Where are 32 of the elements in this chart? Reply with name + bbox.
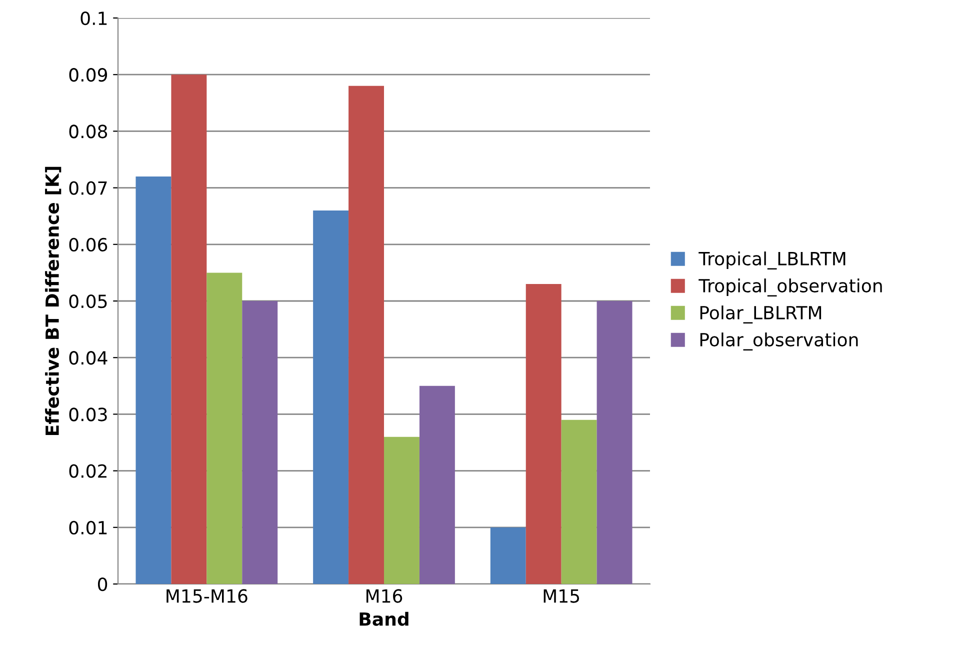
x-tick-label: M16 (366, 589, 402, 603)
bar (348, 86, 384, 584)
bar (526, 284, 562, 584)
legend-label: Tropical_observation (698, 278, 882, 296)
y-tick-label: 0.05 (69, 294, 107, 308)
y-tick-label: 0.03 (69, 408, 107, 422)
y-tick-label: 0.1 (80, 11, 107, 26)
bar (561, 420, 597, 584)
y-tick-label: 0 (98, 577, 108, 592)
y-tick-label: 0.06 (69, 238, 108, 252)
bar (490, 527, 526, 584)
x-tick-label: M15-M16 (166, 589, 248, 603)
y-tick-label: 0.09 (69, 68, 108, 82)
bar (171, 74, 207, 584)
y-tick-label: 0.01 (69, 520, 107, 535)
x-axis-title: Band (360, 612, 408, 626)
y-tick-label: 0.07 (69, 181, 107, 195)
legend-label: Polar_observation (700, 332, 858, 350)
bar (136, 176, 172, 584)
y-tick-label: 0.02 (69, 464, 106, 478)
y-tick-label: 0.04 (69, 351, 108, 365)
legend-label: Polar_LBLRTM (700, 306, 822, 324)
y-axis-title: Effective BT Difference [K] (45, 166, 62, 436)
legend-label: Tropical_LBLRTM (698, 252, 846, 270)
bar (313, 210, 349, 584)
x-tick-label: M15 (544, 589, 580, 603)
bar (419, 386, 455, 584)
y-tick-label: 0.08 (69, 124, 108, 138)
bar (384, 436, 420, 584)
bar (206, 272, 242, 584)
bar (596, 301, 632, 584)
bar (242, 301, 278, 584)
